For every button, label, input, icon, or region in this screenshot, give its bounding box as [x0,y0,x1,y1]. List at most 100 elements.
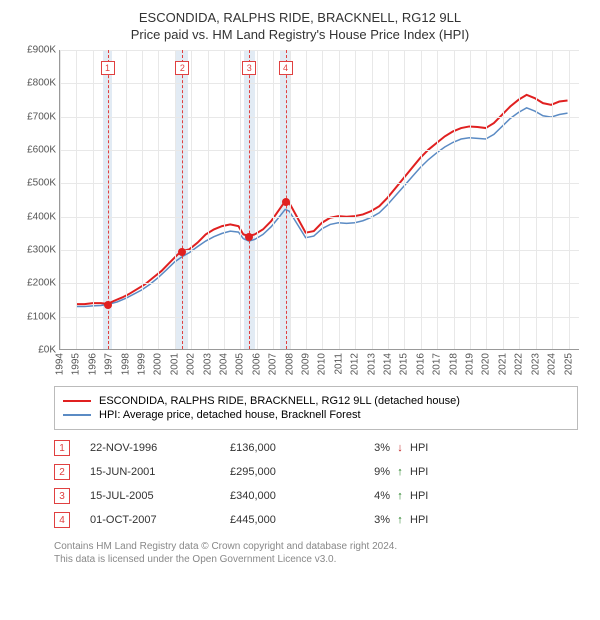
y-axis-label: £800K [27,78,56,89]
y-axis-label: £900K [27,45,56,56]
x-axis-label: 2018 [448,353,459,375]
transaction-marker: 3 [242,61,256,75]
transaction-row: 1 22-NOV-1996£136,0003%↓HPI [54,436,578,460]
x-axis-label: 2014 [383,353,394,375]
y-gridline [60,317,579,318]
x-gridline [470,50,471,349]
x-gridline [191,50,192,349]
x-axis-label: 2015 [399,353,410,375]
x-gridline [142,50,143,349]
x-gridline [421,50,422,349]
x-gridline [503,50,504,349]
y-axis-label: £300K [27,245,56,256]
legend-item: ESCONDIDA, RALPHS RIDE, BRACKNELL, RG12 … [63,395,569,407]
x-axis-label: 2001 [169,353,180,375]
plot-region: £0K£100K£200K£300K£400K£500K£600K£700K£8… [59,50,579,350]
transaction-dot [104,301,112,309]
x-gridline [240,50,241,349]
transaction-delta: 3% [340,442,390,454]
y-gridline [60,183,579,184]
x-axis-label: 1999 [137,353,148,375]
x-axis-label: 2022 [514,353,525,375]
transaction-price: £295,000 [230,466,340,478]
x-gridline [158,50,159,349]
transaction-date: 01-OCT-2007 [90,514,230,526]
x-axis-label: 1998 [120,353,131,375]
transaction-delta: 9% [340,466,390,478]
transaction-price: £136,000 [230,442,340,454]
x-gridline [339,50,340,349]
y-axis-label: £200K [27,278,56,289]
x-axis-label: 2020 [481,353,492,375]
transaction-table: 122-NOV-1996£136,0003%↓HPI215-JUN-2001£2… [54,436,578,532]
x-axis-label: 2006 [251,353,262,375]
transaction-row-marker: 3 [54,488,70,504]
arrow-icon: ↑ [390,514,410,526]
footer-line-1: Contains HM Land Registry data © Crown c… [54,540,578,553]
line-layer [60,50,579,349]
x-axis-label: 2002 [186,353,197,375]
x-axis-label: 2008 [284,353,295,375]
x-axis-label: 2009 [301,353,312,375]
x-gridline [175,50,176,349]
title-line-2: Price paid vs. HM Land Registry's House … [10,27,590,42]
y-axis-label: £500K [27,178,56,189]
x-gridline [404,50,405,349]
transaction-dot [178,248,186,256]
transaction-row-marker: 1 [54,440,70,456]
x-gridline [355,50,356,349]
footer-attribution: Contains HM Land Registry data © Crown c… [54,540,578,566]
x-axis-label: 1995 [71,353,82,375]
legend: ESCONDIDA, RALPHS RIDE, BRACKNELL, RG12 … [54,386,578,430]
y-axis-label: £0K [38,345,56,356]
y-gridline [60,283,579,284]
x-gridline [519,50,520,349]
x-axis-label: 2000 [153,353,164,375]
x-axis-label: 2025 [563,353,574,375]
legend-label: ESCONDIDA, RALPHS RIDE, BRACKNELL, RG12 … [99,395,460,407]
y-gridline [60,217,579,218]
x-axis-label: 2019 [465,353,476,375]
y-gridline [60,250,579,251]
y-gridline [60,117,579,118]
transaction-delta: 4% [340,490,390,502]
transaction-row-marker: 4 [54,512,70,528]
x-gridline [290,50,291,349]
x-gridline [273,50,274,349]
transaction-dot [245,233,253,241]
x-axis-label: 2007 [268,353,279,375]
transaction-dot [282,198,290,206]
transaction-row: 215-JUN-2001£295,0009%↑HPI [54,460,578,484]
transaction-date: 22-NOV-1996 [90,442,230,454]
transaction-price: £445,000 [230,514,340,526]
y-gridline [60,50,579,51]
y-gridline [60,150,579,151]
x-axis-label: 2012 [350,353,361,375]
transaction-row: 315-JUL-2005£340,0004%↑HPI [54,484,578,508]
transaction-vs: HPI [410,466,428,478]
x-axis-label: 2013 [366,353,377,375]
x-gridline [552,50,553,349]
legend-label: HPI: Average price, detached house, Brac… [99,409,361,421]
x-axis-label: 2024 [547,353,558,375]
x-gridline [437,50,438,349]
x-gridline [372,50,373,349]
x-gridline [486,50,487,349]
x-gridline [224,50,225,349]
x-gridline [536,50,537,349]
x-axis-label: 2016 [415,353,426,375]
transaction-price: £340,000 [230,490,340,502]
transaction-delta: 3% [340,514,390,526]
x-axis-label: 1997 [104,353,115,375]
y-axis-label: £700K [27,111,56,122]
legend-swatch [63,414,91,416]
x-axis-label: 2010 [317,353,328,375]
transaction-date: 15-JUN-2001 [90,466,230,478]
x-gridline [257,50,258,349]
x-axis-label: 2021 [497,353,508,375]
transaction-vs: HPI [410,442,428,454]
transaction-dashed-line [182,50,183,349]
arrow-icon: ↓ [390,442,410,454]
transaction-vs: HPI [410,514,428,526]
chart-area: £0K£100K£200K£300K£400K£500K£600K£700K£8… [15,50,585,380]
